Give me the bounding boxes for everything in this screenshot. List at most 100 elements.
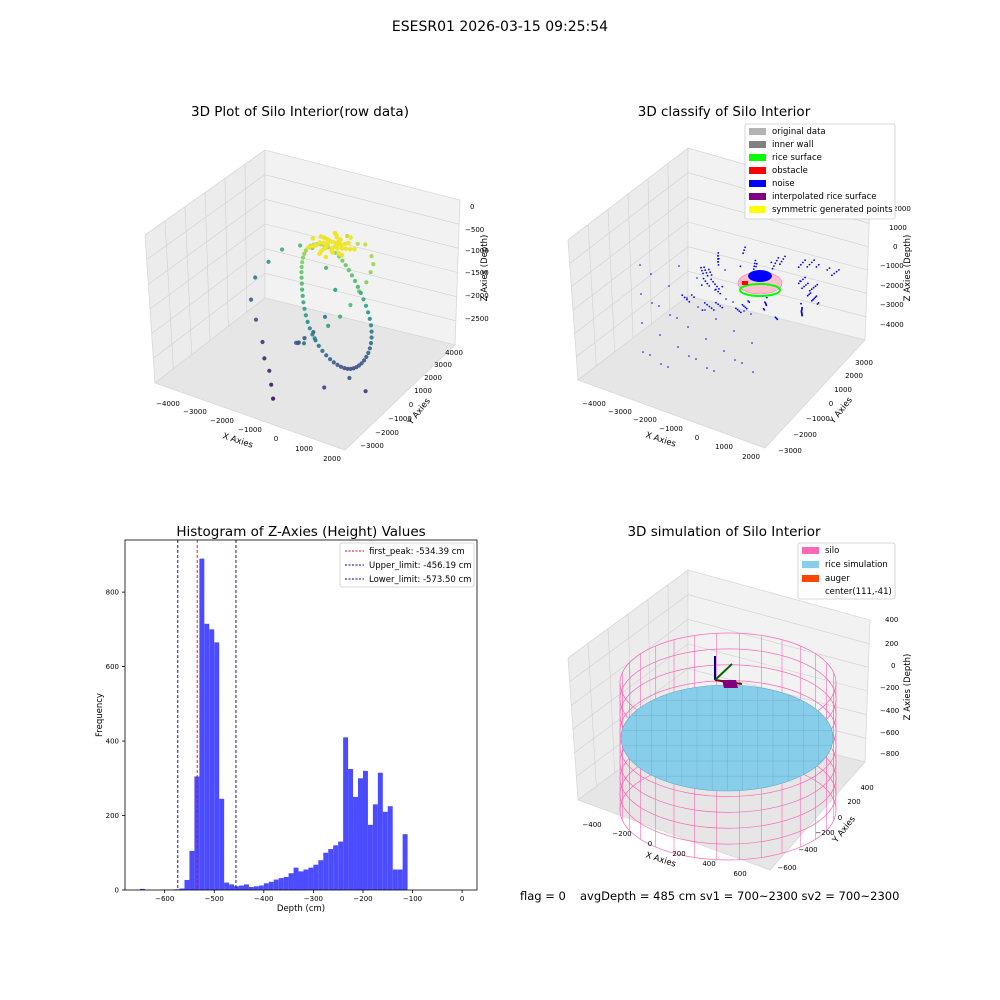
scatter-point xyxy=(299,270,304,275)
noise-point xyxy=(724,269,726,271)
histogram-bar xyxy=(288,873,294,890)
noise-point xyxy=(708,268,710,271)
noise-point xyxy=(806,266,809,268)
noise-point xyxy=(705,272,708,274)
noise-point xyxy=(800,302,802,305)
histogram-y-ticks: 0 200 400 600 800 xyxy=(106,589,125,895)
legend-swatch xyxy=(802,575,819,582)
grid-line xyxy=(687,246,867,294)
footer-status: avgDepth = 485 cm sv1 = 700~2300 sv2 = 7… xyxy=(580,889,899,903)
scatter-point xyxy=(300,260,305,265)
scatter-point xyxy=(352,246,357,252)
scatter-point xyxy=(324,353,329,358)
noise-point xyxy=(810,288,813,291)
histogram-bar xyxy=(293,867,299,890)
scatter-point xyxy=(347,246,353,252)
histogram-bar xyxy=(362,770,368,890)
p3-xtick: −300 xyxy=(304,895,323,903)
panel4-legend: silo rice simulation auger center(111,-4… xyxy=(797,542,896,600)
noise-point xyxy=(704,280,707,282)
histogram-xlabel: Depth (cm) xyxy=(277,904,325,914)
scatter-point xyxy=(333,287,338,292)
scatter-point xyxy=(271,396,276,401)
legend-swatch xyxy=(749,167,766,174)
grid-line xyxy=(687,197,869,247)
histogram-bar xyxy=(224,882,230,890)
noise-point xyxy=(701,269,703,272)
scatter-point xyxy=(343,246,349,252)
histogram-bar xyxy=(273,879,279,890)
histogram-bar xyxy=(313,864,319,890)
histogram-frame xyxy=(124,539,478,891)
noise-point xyxy=(705,338,707,340)
noise-point xyxy=(797,282,800,285)
noise-point xyxy=(800,280,802,283)
noise-point xyxy=(736,308,739,311)
noise-point xyxy=(780,260,783,263)
noise-point xyxy=(741,362,743,364)
noise-point xyxy=(743,305,745,307)
scatter-point xyxy=(343,263,348,268)
scatter-point xyxy=(322,385,327,390)
noise-point xyxy=(770,261,773,264)
noise-point xyxy=(660,363,662,365)
p2-ytick: −1000 xyxy=(806,415,830,423)
noise-point xyxy=(640,293,642,295)
noise-point xyxy=(719,305,722,307)
p3-xtick: −500 xyxy=(205,895,224,903)
p2-xtick: 2000 xyxy=(742,453,760,461)
grid-line xyxy=(687,221,868,271)
p4-ytick: −600 xyxy=(777,864,796,872)
obstacle-point xyxy=(742,281,748,285)
histogram-bar xyxy=(298,871,304,890)
noise-point xyxy=(659,334,661,336)
noise-point xyxy=(771,267,774,270)
noise-point xyxy=(700,266,702,269)
p3-ytick: 0 xyxy=(115,887,119,895)
noise-point xyxy=(808,293,810,296)
scatter-point xyxy=(323,254,329,260)
scatter-point xyxy=(253,275,258,280)
scatter-point xyxy=(369,335,374,340)
grid-line xyxy=(264,248,457,297)
scatter-point xyxy=(349,273,354,278)
noise-point xyxy=(651,302,653,304)
noise-point xyxy=(717,252,720,254)
scatter-point xyxy=(279,247,285,252)
footer-flag: flag = 0 xyxy=(520,889,566,903)
scatter-point xyxy=(368,341,374,346)
histogram-bar xyxy=(402,834,408,890)
scatter-point xyxy=(359,361,364,366)
noise-point xyxy=(706,303,708,306)
p3-xtick: −400 xyxy=(254,895,273,903)
scatter-point xyxy=(339,252,345,258)
p2-xtick: 1000 xyxy=(715,443,733,451)
histogram-bar xyxy=(338,841,344,890)
panel1-panes xyxy=(144,149,461,451)
scatter-point xyxy=(340,258,345,263)
legend-label: silo xyxy=(825,546,839,556)
histogram-bar xyxy=(268,881,274,890)
noise-point xyxy=(764,301,766,303)
p4-ytick: 200 xyxy=(847,798,860,806)
legend-frame xyxy=(339,542,475,588)
panel1-points xyxy=(248,230,376,401)
scatter-point xyxy=(298,243,303,248)
p4-ytick: 400 xyxy=(860,784,873,792)
p3-ytick: 800 xyxy=(106,589,119,597)
panel1-grid xyxy=(146,164,460,369)
histogram-bar xyxy=(387,806,393,890)
noise-point xyxy=(734,359,736,361)
p3-xtick: −200 xyxy=(353,895,372,903)
noise-point xyxy=(703,266,705,269)
noise-point xyxy=(706,282,709,285)
p1-xtick: −4000 xyxy=(156,400,180,408)
noise-point xyxy=(701,309,704,311)
noise-point xyxy=(743,249,745,252)
scatter-point xyxy=(301,341,307,346)
noise-point xyxy=(703,302,706,304)
p4-ytick: −400 xyxy=(798,846,817,854)
scatter-point xyxy=(339,245,345,251)
noise-point xyxy=(762,307,765,310)
scatter-point xyxy=(342,366,347,371)
